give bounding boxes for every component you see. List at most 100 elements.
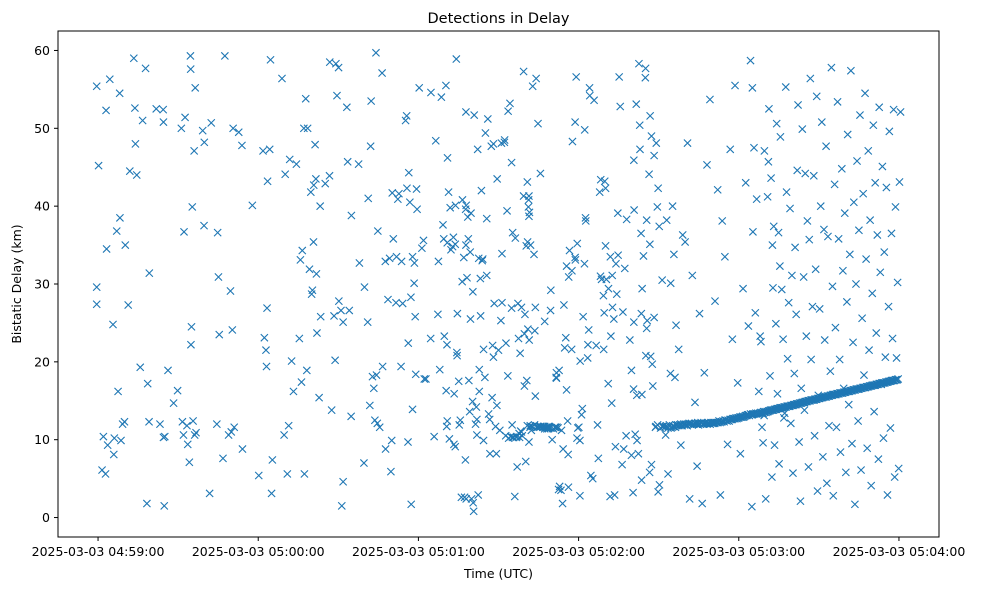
detection-point [850, 500, 859, 509]
detection-point [280, 431, 289, 440]
x-axis-label: Time (UTC) [463, 566, 533, 581]
detection-point [213, 228, 222, 237]
detection-point [347, 211, 356, 220]
detection-point [459, 253, 468, 262]
detection-point [896, 107, 905, 116]
detection-point [633, 436, 642, 445]
detection-point [632, 100, 641, 109]
detection-point [799, 273, 808, 281]
detection-point [145, 417, 154, 426]
detection-point [109, 450, 118, 459]
detection-point [308, 286, 317, 295]
detection-point [618, 308, 627, 317]
detection-point [254, 471, 263, 480]
detection-point [642, 216, 651, 225]
detection-point [583, 353, 592, 362]
detection-point [876, 268, 885, 277]
detection-point [521, 457, 530, 466]
detection-point [819, 225, 828, 234]
detection-point [773, 389, 782, 398]
detection-point [571, 253, 580, 262]
detection-point [622, 431, 631, 440]
detection-point [410, 258, 419, 267]
detection-point [816, 202, 825, 211]
detection-point [268, 455, 277, 464]
detection-point [485, 449, 494, 458]
detection-point [466, 315, 475, 324]
detection-point [339, 318, 348, 327]
detection-point [469, 507, 478, 516]
detection-point [811, 265, 820, 274]
detection-point [645, 468, 654, 477]
detection-point [845, 250, 854, 259]
detection-point [858, 314, 867, 323]
detection-point [629, 488, 638, 497]
detection-point [330, 311, 339, 320]
chart-title: Detections in Delay [427, 11, 569, 27]
detection-point [615, 72, 624, 81]
detection-point [885, 127, 894, 136]
detection-point [483, 114, 492, 123]
detection-point [468, 397, 477, 406]
detection-point [110, 434, 119, 443]
detection-point [879, 434, 888, 443]
detection-point [868, 289, 877, 298]
detection-point [827, 63, 836, 72]
detection-point [226, 287, 235, 295]
detection-point [435, 365, 444, 374]
detection-point [593, 420, 602, 429]
detection-point [102, 106, 111, 115]
detection-point [676, 441, 685, 450]
detection-point [402, 184, 411, 193]
detection-point [464, 234, 473, 243]
detection-point [599, 345, 608, 354]
detection-point [668, 202, 677, 211]
detection-point [316, 202, 325, 211]
detection-point [652, 139, 661, 148]
detection-point [325, 58, 334, 67]
detection-point [758, 423, 766, 432]
detection-point [854, 226, 863, 235]
detection-point [115, 89, 124, 98]
detection-point [524, 438, 533, 447]
detection-point [437, 93, 446, 102]
y-tick-label: 50 [34, 121, 50, 136]
detection-point [837, 164, 846, 173]
detection-point [766, 371, 774, 380]
detection-point [601, 184, 610, 193]
detection-point [747, 502, 756, 511]
detection-point [843, 130, 852, 139]
detection-point [564, 483, 573, 492]
detection-point [433, 310, 442, 319]
detection-point [364, 194, 373, 203]
detection-point [606, 332, 615, 341]
detection-point [661, 431, 670, 440]
detection-point [609, 315, 618, 324]
detection-point [443, 417, 452, 425]
detection-point [311, 174, 320, 183]
detection-point [360, 283, 369, 292]
detection-point [121, 241, 130, 250]
detection-point [289, 387, 298, 396]
detection-point [647, 460, 656, 469]
detection-point [873, 230, 882, 239]
detection-point [160, 501, 169, 510]
detection-point [373, 419, 382, 428]
detection-point [718, 216, 727, 225]
detection-point [818, 452, 827, 461]
detection-point [595, 188, 604, 197]
detection-point [871, 178, 880, 187]
detection-point [779, 335, 788, 344]
detection-point [637, 229, 646, 238]
detection-point [331, 59, 340, 68]
detection-point [383, 295, 392, 304]
detection-point [534, 119, 543, 128]
detection-point [285, 155, 294, 164]
detection-point [808, 302, 817, 311]
detection-point [408, 405, 417, 414]
detection-point [625, 336, 634, 345]
detection-point [857, 466, 866, 475]
detection-point [451, 201, 460, 210]
detection-point [869, 121, 878, 130]
detection-point [756, 337, 765, 346]
